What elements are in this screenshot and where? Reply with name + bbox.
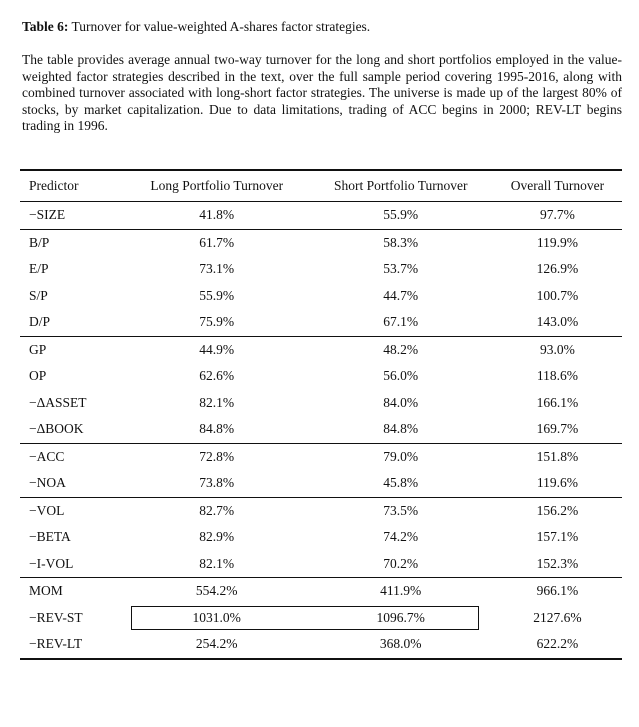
cell-predictor: −I-VOL <box>29 555 74 571</box>
table-row: MOM 554.2% 411.9% 966.1% <box>20 577 622 605</box>
cell-predictor: OP <box>29 368 47 384</box>
table-row: GP 44.9% 48.2% 93.0% <box>20 336 622 363</box>
table-row: S/P 55.9% 44.7% 100.7% <box>20 283 622 310</box>
cell-predictor: GP <box>29 341 47 357</box>
cell-long-turnover: 254.2% <box>195 636 238 652</box>
cell-overall-turnover: 118.6% <box>536 368 579 384</box>
table-row: −I-VOL 82.1% 70.2% 152.3% <box>20 551 622 578</box>
cell-predictor: −SIZE <box>29 207 66 223</box>
cell-predictor: −ACC <box>29 448 65 464</box>
cell-predictor: E/P <box>29 261 49 277</box>
header-predictor: Predictor <box>29 178 79 193</box>
cell-long-turnover: 72.8% <box>199 448 235 464</box>
cell-predictor: −VOL <box>29 502 65 518</box>
table-number: Table 6: <box>22 19 69 34</box>
cell-short-turnover: 70.2% <box>383 555 419 571</box>
table-row: −BETA 82.9% 74.2% 157.1% <box>20 524 622 551</box>
cell-short-turnover: 84.0% <box>383 394 419 410</box>
table-row: −SIZE 41.8% 55.9% 97.7% <box>20 201 622 230</box>
highlight-box-rev-st <box>131 605 479 630</box>
cell-overall-turnover: 151.8% <box>536 448 579 464</box>
cell-predictor: S/P <box>29 287 48 303</box>
cell-overall-turnover: 126.9% <box>536 261 579 277</box>
cell-short-turnover: 73.5% <box>383 502 419 518</box>
table-caption: Table 6: Turnover for value-weighted A-s… <box>22 18 620 36</box>
table-row: −REV-ST 1031.0% 1096.7% 2127.6% <box>20 605 622 632</box>
table-row: E/P 73.1% 53.7% 126.9% <box>20 256 622 283</box>
header-row: Predictor Long Portfolio Turnover Short … <box>20 170 622 202</box>
cell-short-turnover: 368.0% <box>379 636 422 652</box>
cell-short-turnover: 45.8% <box>383 475 419 491</box>
cell-long-turnover: 62.6% <box>199 368 235 384</box>
cell-overall-turnover: 119.9% <box>536 234 579 250</box>
cell-short-turnover: 74.2% <box>383 529 419 545</box>
cell-short-turnover: 79.0% <box>383 448 419 464</box>
cell-short-turnover: 1096.7% <box>376 609 425 625</box>
cell-predictor: −REV-ST <box>29 609 83 625</box>
table-row: B/P 61.7% 58.3% 119.9% <box>20 229 622 256</box>
cell-short-turnover: 411.9% <box>380 583 422 599</box>
cell-short-turnover: 58.3% <box>383 234 419 250</box>
cell-predictor: B/P <box>29 234 50 250</box>
cell-predictor: −NOA <box>29 475 66 491</box>
cell-long-turnover: 82.1% <box>199 555 235 571</box>
cell-short-turnover: 84.8% <box>383 421 419 437</box>
cell-overall-turnover: 93.0% <box>540 341 575 357</box>
cell-overall-turnover: 97.7% <box>540 207 575 223</box>
cell-short-turnover: 44.7% <box>383 287 419 303</box>
cell-predictor: D/P <box>29 314 51 330</box>
cell-overall-turnover: 100.7% <box>536 287 579 303</box>
turnover-table: Predictor Long Portfolio Turnover Short … <box>20 169 622 660</box>
cell-long-turnover: 75.9% <box>199 314 235 330</box>
cell-long-turnover: 82.1% <box>199 394 235 410</box>
cell-long-turnover: 61.7% <box>199 234 235 250</box>
cell-short-turnover: 55.9% <box>383 207 419 223</box>
table-body: −SIZE 41.8% 55.9% 97.7% B/P 61.7% 58.3% 119.9% E… <box>20 201 622 659</box>
cell-long-turnover: 82.9% <box>199 529 235 545</box>
cell-overall-turnover: 157.1% <box>536 529 579 545</box>
header-long-turnover: Long Portfolio Turnover <box>150 178 284 193</box>
cell-long-turnover: 84.8% <box>199 421 235 437</box>
cell-overall-turnover: 152.3% <box>536 555 579 571</box>
table-row: −VOL 82.7% 73.5% 156.2% <box>20 497 622 524</box>
cell-predictor: −BETA <box>29 529 71 545</box>
cell-overall-turnover: 166.1% <box>536 394 579 410</box>
cell-predictor: −ΔASSET <box>29 394 87 410</box>
cell-predictor: MOM <box>29 583 63 599</box>
cell-long-turnover: 44.9% <box>199 341 235 357</box>
cell-overall-turnover: 2127.6% <box>533 609 582 625</box>
cell-short-turnover: 56.0% <box>383 368 419 384</box>
cell-long-turnover: 73.8% <box>199 475 235 491</box>
cell-long-turnover: 82.7% <box>199 502 235 518</box>
header-short-turnover: Short Portfolio Turnover <box>333 178 468 193</box>
cell-overall-turnover: 966.1% <box>536 583 579 599</box>
cell-long-turnover: 554.2% <box>195 583 238 599</box>
cell-overall-turnover: 143.0% <box>536 314 579 330</box>
cell-long-turnover: 55.9% <box>199 287 235 303</box>
cell-short-turnover: 48.2% <box>383 341 419 357</box>
cell-predictor: −REV-LT <box>29 636 83 652</box>
table-row: −NOA 73.8% 45.8% 119.6% <box>20 470 622 497</box>
table-row: −ΔBOOK 84.8% 84.8% 169.7% <box>20 416 622 443</box>
table-row: −ΔASSET 82.1% 84.0% 166.1% <box>20 390 622 417</box>
table-title: Turnover for value-weighted A-shares fac… <box>71 19 371 34</box>
header-overall-turnover: Overall Turnover <box>510 178 605 193</box>
cell-overall-turnover: 119.6% <box>536 475 579 491</box>
table-row: −REV-LT 254.2% 368.0% 622.2% <box>20 631 622 659</box>
cell-short-turnover: 67.1% <box>383 314 419 330</box>
cell-predictor: −ΔBOOK <box>29 421 84 437</box>
table-row: OP 62.6% 56.0% 118.6% <box>20 363 622 390</box>
table-row: −ACC 72.8% 79.0% 151.8% <box>20 443 622 470</box>
cell-short-turnover: 53.7% <box>383 261 419 277</box>
cell-overall-turnover: 622.2% <box>536 636 579 652</box>
table-row: D/P 75.9% 67.1% 143.0% <box>20 309 622 336</box>
cell-long-turnover: 41.8% <box>199 207 235 223</box>
cell-overall-turnover: 156.2% <box>536 502 579 518</box>
cell-long-turnover: 73.1% <box>199 261 235 277</box>
cell-overall-turnover: 169.7% <box>536 421 579 437</box>
cell-long-turnover: 1031.0% <box>192 609 241 625</box>
table-description: The table provides average annual two-wa… <box>22 52 622 133</box>
